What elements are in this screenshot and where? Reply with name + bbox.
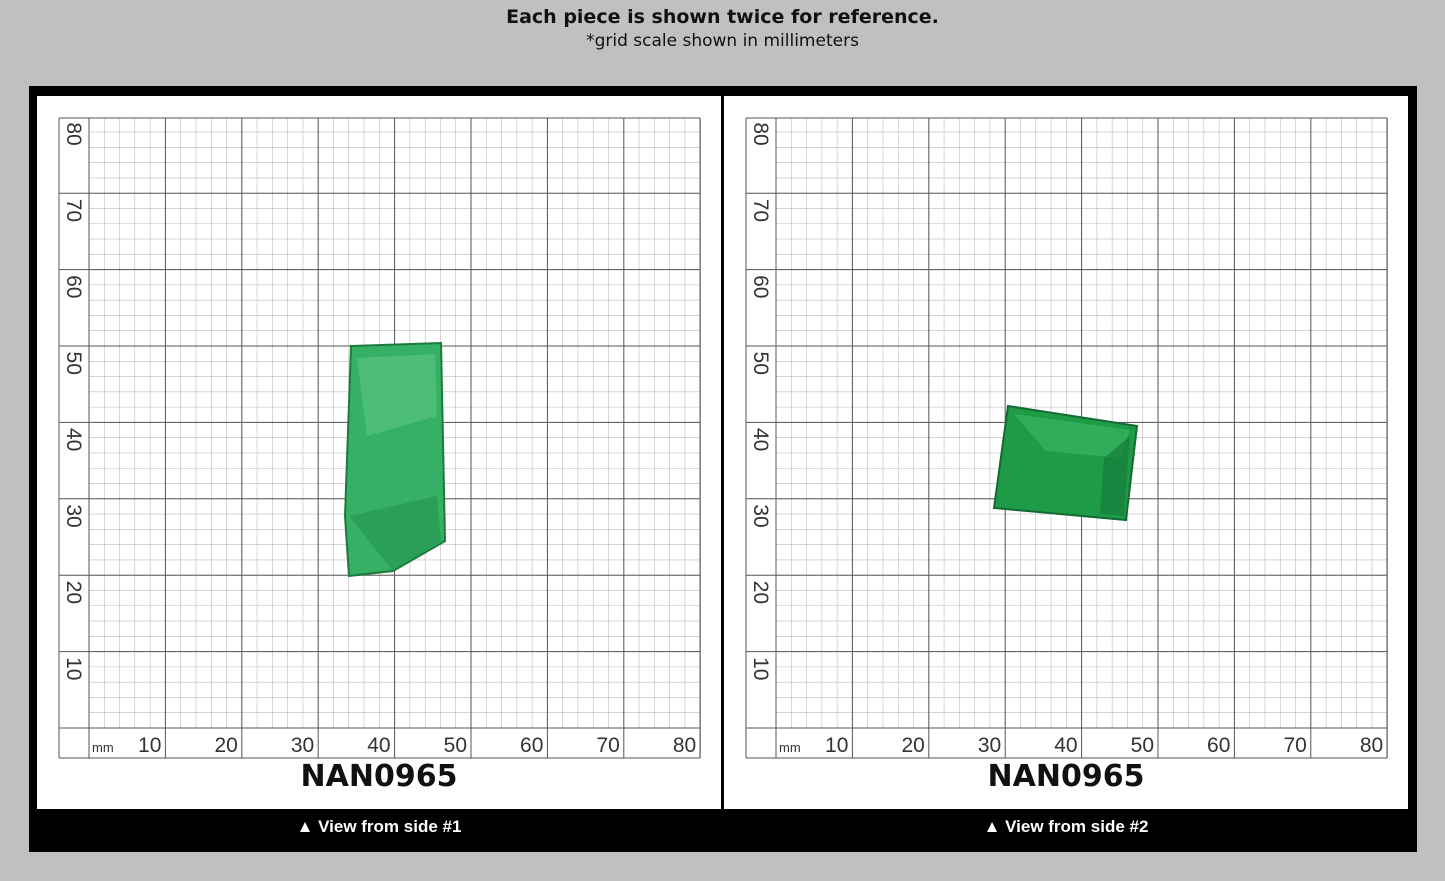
y-tick-label: 80 (62, 122, 85, 145)
y-tick-label: 70 (749, 199, 772, 222)
x-tick-label: 80 (673, 734, 696, 757)
caption-side-1: ▲ View from side #1 (296, 817, 462, 836)
y-tick-label: 80 (749, 122, 772, 145)
x-tick-label: 50 (1131, 734, 1154, 757)
x-tick-label: 70 (1283, 734, 1306, 757)
item-code: NAN0965 (300, 759, 458, 794)
photo-frame: 10 20 30 40 50 60 70 80 mm 80 70 60 50 40 30 20 10 NAN09… (29, 86, 1417, 852)
y-tick-label: 40 (749, 428, 772, 451)
page-title: Each piece is shown twice for reference. (506, 6, 939, 28)
x-tick-label: 20 (214, 734, 237, 757)
y-tick-label: 30 (62, 504, 85, 527)
x-tick-label: 20 (901, 734, 924, 757)
x-tick-label: 30 (291, 734, 314, 757)
x-tick-label: 50 (444, 734, 467, 757)
view-panel-side-1: 10 20 30 40 50 60 70 80 mm 80 70 60 50 40 30 20 10 NAN09… (37, 96, 721, 809)
unit-label: mm (779, 740, 801, 755)
x-tick-label: 80 (1360, 734, 1383, 757)
grid-photo-side-1: 10 20 30 40 50 60 70 80 mm 80 70 60 50 40 30 20 10 (58, 117, 701, 759)
y-tick-label: 70 (62, 199, 85, 222)
unit-label: mm (92, 740, 114, 755)
x-tick-label: 40 (367, 734, 390, 757)
x-tick-label: 60 (1207, 734, 1230, 757)
x-tick-label: 40 (1054, 734, 1077, 757)
grid-photo-side-2: 10 20 30 40 50 60 70 80 mm 80 70 60 50 40 30 20 10 (745, 117, 1388, 759)
x-tick-label: 10 (825, 734, 848, 757)
x-tick-label: 70 (596, 734, 619, 757)
y-tick-label: 20 (62, 581, 85, 604)
y-tick-label: 40 (62, 428, 85, 451)
x-tick-label: 60 (520, 734, 543, 757)
y-tick-label: 50 (749, 352, 772, 375)
page-subtitle: *grid scale shown in millimeters (586, 31, 859, 51)
y-tick-label: 60 (62, 275, 85, 298)
x-tick-label: 30 (978, 734, 1001, 757)
y-tick-label: 50 (62, 352, 85, 375)
y-tick-label: 20 (749, 581, 772, 604)
item-code: NAN0965 (987, 759, 1145, 794)
y-tick-label: 10 (62, 657, 85, 680)
view-panel-side-2: 10 20 30 40 50 60 70 80 mm 80 70 60 50 40 30 20 10 NAN09… (724, 96, 1408, 809)
caption-side-2: ▲ View from side #2 (983, 817, 1149, 836)
y-tick-label: 30 (749, 504, 772, 527)
y-tick-label: 60 (749, 275, 772, 298)
x-tick-label: 10 (138, 734, 161, 757)
y-tick-label: 10 (749, 657, 772, 680)
header: Each piece is shown twice for reference.… (0, 4, 1445, 52)
